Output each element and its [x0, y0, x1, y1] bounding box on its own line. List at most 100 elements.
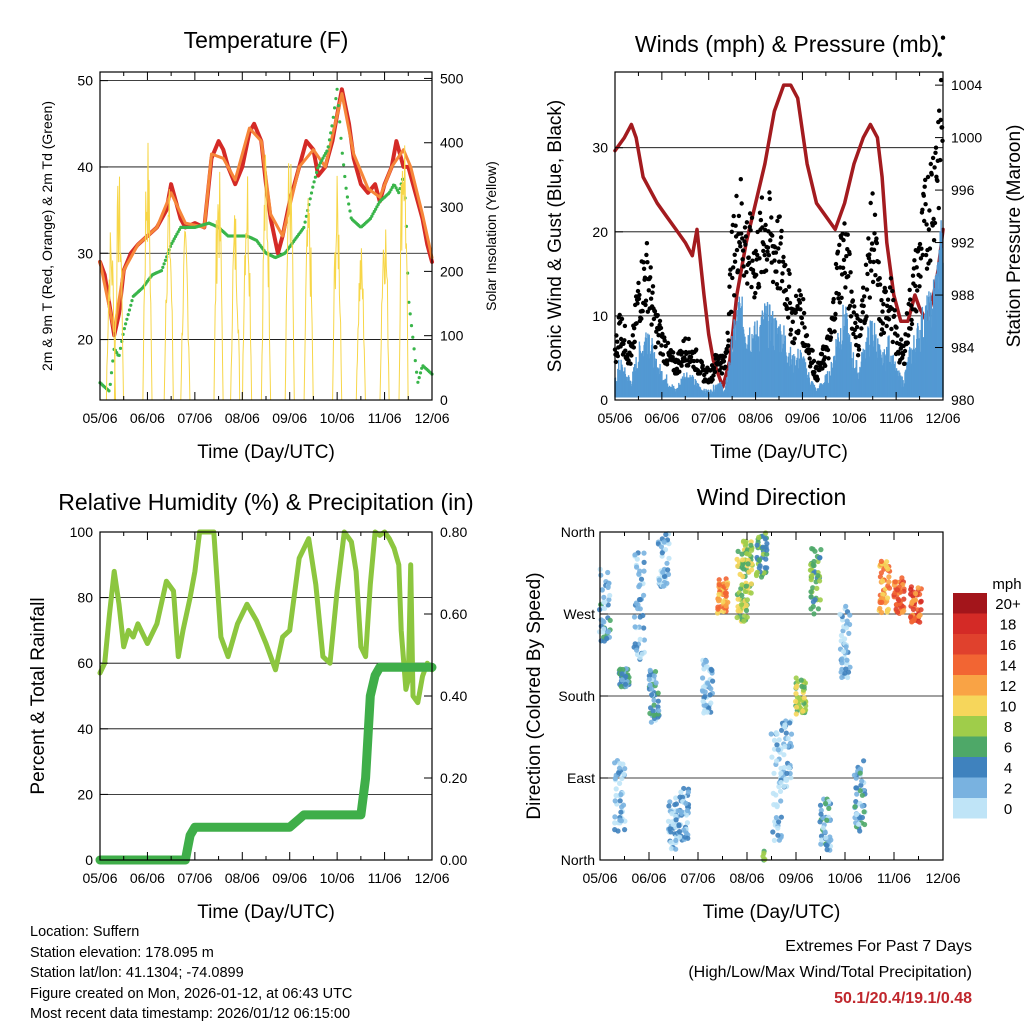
direction-point [917, 612, 923, 618]
direction-point [787, 720, 793, 726]
direction-point [793, 684, 799, 691]
direction-point [715, 610, 721, 616]
dewpoint-point [343, 174, 347, 179]
gust-point [860, 298, 865, 303]
gust-point [761, 248, 766, 254]
gust-point [914, 265, 919, 270]
direction-point [918, 607, 924, 613]
gust-point [623, 348, 628, 353]
gust-point [686, 363, 691, 368]
gust-point [662, 338, 667, 343]
x-tick-label: 10/06 [320, 870, 355, 886]
dewpoint-point [416, 380, 420, 384]
y2-axis-label: Station Pressure (Maroon) [1004, 125, 1024, 348]
direction-point [704, 709, 710, 715]
direction-point [742, 613, 748, 619]
direction-point [641, 550, 647, 556]
direction-point [878, 558, 885, 565]
panel-3: Relative Humidity (%) & Precipitation (i… [28, 489, 474, 923]
gust-point [729, 229, 734, 234]
direction-point [853, 785, 859, 791]
direction-point [843, 666, 849, 672]
dewpoint-point [344, 186, 348, 190]
direction-point [641, 637, 648, 643]
direction-point [735, 563, 741, 569]
gust-point [618, 336, 624, 342]
gust-point [918, 274, 923, 279]
gust-point [758, 217, 764, 223]
gust-point [894, 325, 899, 330]
dewpoint-point [127, 308, 132, 312]
dewpoint-point [417, 376, 421, 380]
gust-point [779, 228, 784, 234]
legend-label: 0 [1004, 801, 1012, 818]
gust-point [886, 317, 892, 322]
gust-point [890, 288, 895, 294]
gust-point [750, 258, 755, 263]
gust-point [757, 256, 762, 261]
x-axis-label: Time (Day/UTC) [703, 902, 841, 923]
direction-point [893, 606, 899, 612]
direction-point [754, 569, 760, 575]
dewpoint-point [304, 214, 308, 218]
direction-point [701, 702, 707, 708]
direction-point [665, 567, 671, 573]
chart-title: Relative Humidity (%) & Precipitation (i… [58, 489, 473, 515]
y-tick-label: 60 [77, 655, 93, 671]
gust-point [870, 279, 876, 285]
gust-point [663, 343, 668, 349]
gust-point [874, 240, 879, 246]
legend-swatch [953, 675, 987, 696]
gust-point [909, 321, 915, 327]
direction-point [857, 815, 863, 821]
dewpoint-point [317, 163, 321, 167]
direction-point [798, 677, 804, 683]
gust-point [933, 150, 938, 155]
y-tick-label: 10 [592, 308, 608, 324]
legend-label: 18 [1000, 617, 1017, 634]
direction-point [651, 697, 657, 703]
direction-point [846, 630, 852, 637]
chart-title: Winds (mph) & Pressure (mb) [635, 31, 939, 57]
direction-point [844, 657, 850, 663]
gust-point [658, 325, 664, 331]
x-tick-label: 09/06 [272, 870, 307, 886]
direction-point [781, 783, 787, 789]
direction-point [748, 581, 754, 587]
direction-point [837, 611, 843, 617]
direction-point [661, 573, 668, 580]
dewpoint-point [124, 322, 128, 326]
direction-point [700, 698, 706, 704]
gust-point [729, 309, 734, 315]
gust-point [868, 200, 873, 206]
gust-point [671, 350, 676, 355]
y2-tick-label: 0 [440, 392, 448, 408]
direction-point [808, 594, 814, 600]
direction-point [810, 585, 816, 591]
gust-point [659, 343, 664, 348]
gust-point [873, 273, 878, 278]
station-pressure-line [613, 83, 945, 389]
gust-point [890, 339, 895, 345]
direction-point [601, 594, 607, 601]
gust-point [749, 215, 755, 220]
direction-point [818, 811, 824, 817]
direction-point [812, 597, 818, 603]
y2-tick-label: 988 [951, 287, 975, 303]
insolation-peak [113, 176, 124, 401]
y2-tick-label: 500 [440, 70, 464, 86]
gust-point [851, 331, 856, 337]
gust-point [622, 323, 628, 329]
dewpoint-point [412, 347, 416, 351]
gust-point [711, 365, 717, 370]
gust-point [617, 312, 622, 318]
y2-tick-label: 0.20 [440, 770, 467, 786]
gust-point [670, 355, 675, 360]
direction-point [673, 801, 680, 807]
panel-4: Wind Direction Time (Day/UTC) Direction (C… [524, 484, 1022, 923]
gust-point [631, 345, 636, 350]
y-tick-label: North [561, 524, 595, 540]
gust-point [855, 353, 861, 358]
direction-point [843, 603, 849, 609]
gust-point [854, 324, 860, 330]
